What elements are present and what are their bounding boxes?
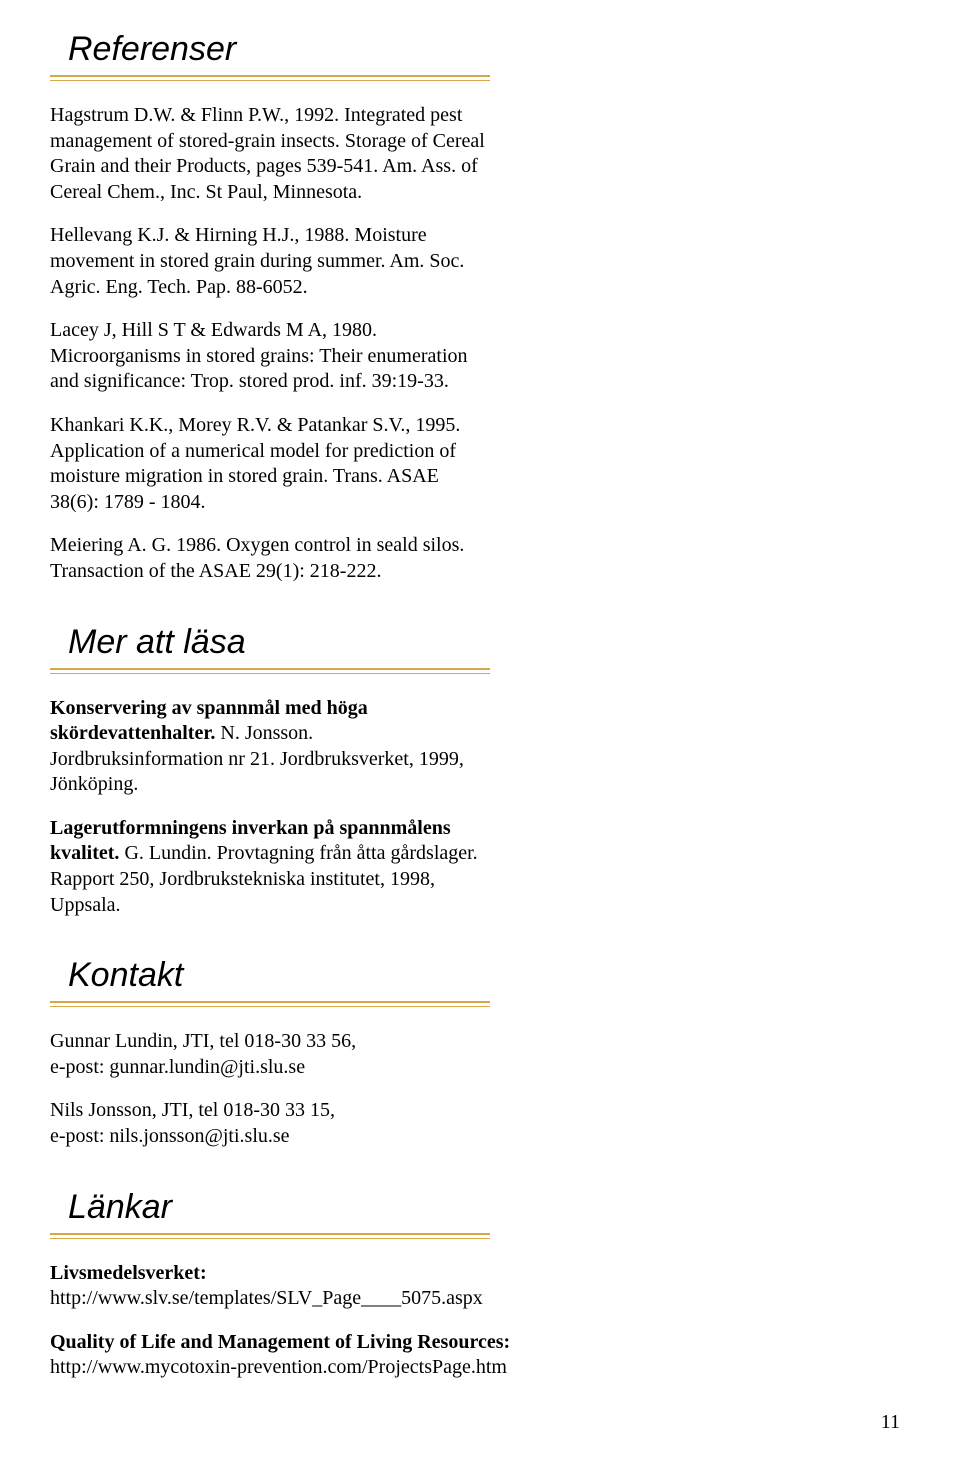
reference-item: Hagstrum D.W. & Flinn P.W., 1992. Integr… bbox=[50, 103, 490, 205]
reference-item: Hellevang K.J. & Hirning H.J., 1988. Moi… bbox=[50, 223, 490, 300]
contact-item: Nils Jonsson, JTI, tel 018-30 33 15, e-p… bbox=[50, 1098, 490, 1149]
heading-referenser: Referenser bbox=[50, 30, 910, 69]
referenser-content: Hagstrum D.W. & Flinn P.W., 1992. Integr… bbox=[50, 103, 490, 585]
page-number: 11 bbox=[50, 1411, 910, 1434]
contact-email: e-post: nils.jonsson@jti.slu.se bbox=[50, 1125, 290, 1147]
heading-rule bbox=[50, 75, 490, 81]
reading-title: Konservering av spannmål med höga skörde… bbox=[50, 697, 368, 745]
mer-content: Konservering av spannmål med höga skörde… bbox=[50, 696, 490, 919]
reference-item: Khankari K.K., Morey R.V. & Patankar S.V… bbox=[50, 413, 490, 515]
reference-item: Meiering A. G. 1986. Oxygen control in s… bbox=[50, 533, 490, 584]
heading-kontakt: Kontakt bbox=[50, 956, 910, 995]
contact-line: Nils Jonsson, JTI, tel 018-30 33 15, bbox=[50, 1099, 335, 1121]
section-mer-att-lasa: Mer att läsa Konservering av spannmål me… bbox=[50, 623, 910, 919]
link-url: http://www.mycotoxin-prevention.com/Proj… bbox=[50, 1356, 507, 1378]
lankar-content: Livsmedelsverket: http://www.slv.se/temp… bbox=[50, 1261, 910, 1381]
link-item: Quality of Life and Management of Living… bbox=[50, 1330, 910, 1381]
heading-rule bbox=[50, 1001, 490, 1007]
heading-rule bbox=[50, 668, 490, 674]
link-url: http://www.slv.se/templates/SLV_Page____… bbox=[50, 1287, 483, 1309]
contact-email: e-post: gunnar.lundin@jti.slu.se bbox=[50, 1056, 305, 1078]
section-lankar: Länkar Livsmedelsverket: http://www.slv.… bbox=[50, 1188, 910, 1381]
link-title: Quality of Life and Management of Living… bbox=[50, 1331, 510, 1353]
reading-item: Konservering av spannmål med höga skörde… bbox=[50, 696, 490, 798]
heading-mer-att-lasa: Mer att läsa bbox=[50, 623, 910, 662]
link-item: Livsmedelsverket: http://www.slv.se/temp… bbox=[50, 1261, 910, 1312]
section-kontakt: Kontakt Gunnar Lundin, JTI, tel 018-30 3… bbox=[50, 956, 910, 1149]
contact-line: Gunnar Lundin, JTI, tel 018-30 33 56, bbox=[50, 1030, 356, 1052]
reference-item: Lacey J, Hill S T & Edwards M A, 1980. M… bbox=[50, 318, 490, 395]
reading-item: Lagerutformningens inverkan på spannmåle… bbox=[50, 816, 490, 918]
kontakt-content: Gunnar Lundin, JTI, tel 018-30 33 56, e-… bbox=[50, 1029, 490, 1149]
heading-lankar: Länkar bbox=[50, 1188, 910, 1227]
section-referenser: Referenser Hagstrum D.W. & Flinn P.W., 1… bbox=[50, 30, 910, 585]
contact-item: Gunnar Lundin, JTI, tel 018-30 33 56, e-… bbox=[50, 1029, 490, 1080]
heading-rule bbox=[50, 1233, 490, 1239]
link-title: Livsmedelsverket: bbox=[50, 1262, 207, 1284]
